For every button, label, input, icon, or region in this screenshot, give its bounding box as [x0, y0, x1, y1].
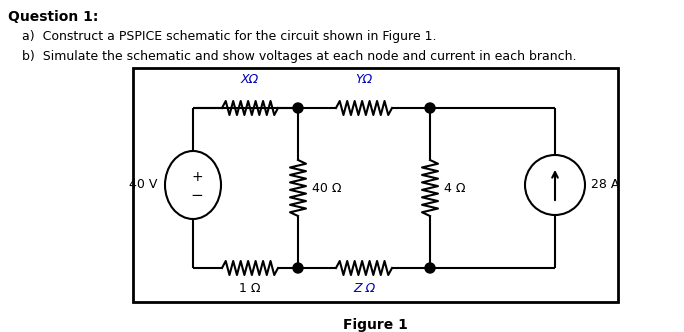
- Text: −: −: [191, 188, 203, 203]
- Text: XΩ: XΩ: [241, 73, 259, 86]
- Circle shape: [293, 103, 303, 113]
- Bar: [133, 68, 618, 302]
- Circle shape: [293, 263, 303, 273]
- Text: YΩ: YΩ: [356, 73, 373, 86]
- Text: +: +: [192, 170, 203, 184]
- Text: Z Ω: Z Ω: [353, 282, 375, 295]
- Text: 28 A: 28 A: [591, 179, 620, 192]
- Text: Figure 1: Figure 1: [343, 318, 408, 332]
- Text: Question 1:: Question 1:: [8, 10, 98, 24]
- Text: 1 Ω: 1 Ω: [239, 282, 261, 295]
- Text: a)  Construct a PSPICE schematic for the circuit shown in Figure 1.: a) Construct a PSPICE schematic for the …: [22, 30, 436, 43]
- Text: 40 V: 40 V: [129, 179, 157, 192]
- Circle shape: [425, 103, 435, 113]
- Circle shape: [425, 263, 435, 273]
- Text: b)  Simulate the schematic and show voltages at each node and current in each br: b) Simulate the schematic and show volta…: [22, 50, 577, 63]
- Text: 4 Ω: 4 Ω: [444, 182, 466, 195]
- Text: 40 Ω: 40 Ω: [312, 182, 341, 195]
